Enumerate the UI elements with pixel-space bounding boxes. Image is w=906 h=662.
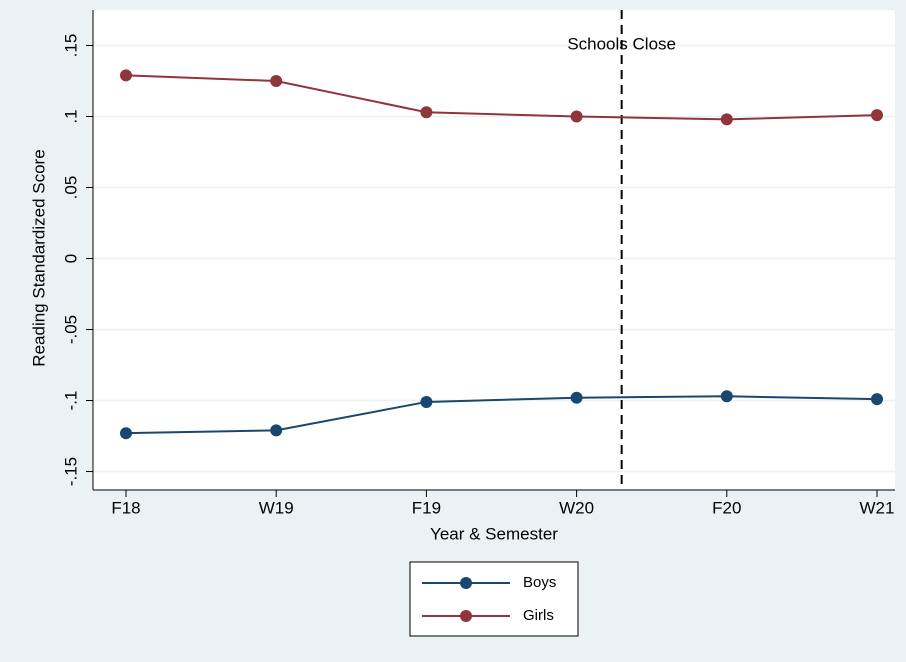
plot-area bbox=[93, 10, 895, 490]
point bbox=[270, 75, 283, 88]
y-tick-label: .1 bbox=[61, 109, 80, 123]
x-tick-label: F20 bbox=[712, 498, 741, 517]
legend-marker bbox=[460, 577, 472, 589]
point bbox=[720, 113, 733, 126]
point bbox=[871, 109, 883, 122]
y-tick-label: -.15 bbox=[61, 457, 80, 486]
point bbox=[120, 69, 132, 82]
x-axis-title: Year & Semester bbox=[430, 524, 558, 543]
y-tick-label: -.1 bbox=[61, 391, 80, 411]
point bbox=[570, 391, 583, 404]
legend-label: Girls bbox=[523, 607, 554, 624]
y-tick-label: .15 bbox=[61, 34, 80, 58]
x-tick-label: F19 bbox=[412, 498, 441, 517]
point bbox=[720, 390, 733, 403]
point bbox=[420, 106, 433, 119]
legend-marker bbox=[460, 610, 472, 622]
y-axis-title: Reading Standardized Score bbox=[29, 149, 48, 366]
series-line bbox=[125, 74, 878, 121]
x-tick-label: F18 bbox=[111, 498, 140, 517]
y-tick-label: -.05 bbox=[61, 315, 80, 344]
y-tick-label: 0 bbox=[61, 254, 80, 263]
x-tick-label: W20 bbox=[559, 498, 594, 517]
x-tick-label: W19 bbox=[259, 498, 294, 517]
point bbox=[420, 395, 433, 408]
series-line bbox=[125, 395, 878, 435]
point bbox=[270, 424, 283, 437]
legend-label: Boys bbox=[523, 574, 556, 591]
legend-box bbox=[409, 561, 579, 637]
point bbox=[871, 393, 883, 406]
point bbox=[120, 427, 132, 440]
event-label: Schools Close bbox=[567, 34, 676, 53]
y-tick-label: .05 bbox=[61, 176, 80, 200]
point bbox=[570, 110, 583, 123]
x-tick-label: W21 bbox=[860, 498, 895, 517]
